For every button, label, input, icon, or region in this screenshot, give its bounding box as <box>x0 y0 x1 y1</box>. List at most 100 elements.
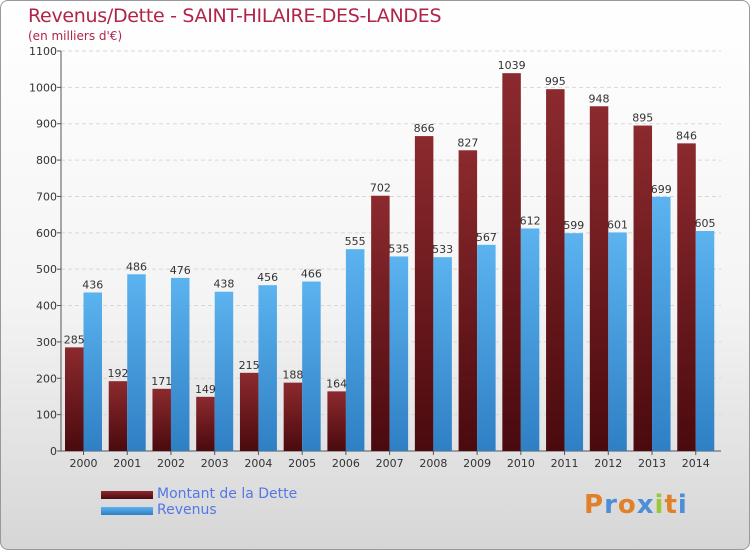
data-label-revenus: 612 <box>520 214 541 227</box>
data-label-revenus: 601 <box>607 218 628 231</box>
data-label-dette: 192 <box>107 367 128 380</box>
bar-revenus <box>214 291 234 451</box>
bar-revenus <box>389 256 409 451</box>
bar-revenus <box>83 292 102 451</box>
bars <box>65 73 715 452</box>
x-tick-label: 2009 <box>463 457 491 470</box>
data-label-dette: 995 <box>545 75 566 88</box>
bar-dette <box>327 391 346 451</box>
y-tick-label: 0 <box>50 445 57 458</box>
bar-revenus <box>345 249 365 451</box>
proxiti-logo: Proxiti <box>584 490 688 520</box>
legend-label-revenus: Revenus <box>157 502 217 518</box>
x-tick-label: 2013 <box>638 457 666 470</box>
bar-dette <box>283 382 303 451</box>
y-tick-label: 800 <box>36 154 57 167</box>
bar-dette <box>633 125 653 451</box>
bar-dette <box>108 381 128 451</box>
x-tick-label: 2012 <box>594 457 622 470</box>
x-tick-label: 2003 <box>201 457 229 470</box>
bar-dette <box>589 106 609 451</box>
bar-revenus <box>695 231 715 451</box>
data-label-revenus: 555 <box>345 235 366 248</box>
data-label-revenus: 605 <box>695 217 716 230</box>
axes: 0 100 200 300 400 500 600 700 800 900 1000 1100 2000… <box>29 45 721 470</box>
data-label-revenus: 466 <box>301 268 322 281</box>
data-label-dette: 846 <box>676 129 697 142</box>
chart-title: Revenus/Dette - SAINT-HILAIRE-DES-LANDES <box>28 5 442 27</box>
data-label-revenus: 436 <box>82 278 103 291</box>
bar-dette <box>458 150 478 452</box>
data-label-revenus: 599 <box>563 219 584 232</box>
y-tick-label: 300 <box>36 336 57 349</box>
data-label-dette: 164 <box>326 377 347 390</box>
data-label-revenus: 567 <box>476 231 497 244</box>
data-label-revenus: 533 <box>432 243 453 256</box>
bar-revenus <box>127 274 146 451</box>
data-label-revenus: 438 <box>213 278 234 291</box>
x-tick-label: 2004 <box>244 457 272 470</box>
bar-revenus <box>170 277 190 451</box>
x-tick-label: 2002 <box>157 457 185 470</box>
bar-revenus <box>564 233 584 451</box>
x-tick-label: 2000 <box>70 457 98 470</box>
data-label-dette: 895 <box>632 112 653 125</box>
bar-revenus <box>608 232 627 451</box>
logo-letter: t <box>664 490 678 520</box>
legend-label-debt: Montant de la Dette <box>157 486 298 502</box>
data-label-dette: 866 <box>414 122 435 135</box>
data-label-dette: 188 <box>282 369 303 382</box>
x-tick-label: 2014 <box>682 457 710 470</box>
bar-dette <box>239 372 259 451</box>
data-label-revenus: 699 <box>651 183 672 196</box>
bar-revenus <box>520 228 540 451</box>
data-label-dette: 149 <box>195 383 216 396</box>
data-label-dette: 702 <box>370 182 391 195</box>
y-tick-label: 500 <box>36 263 57 276</box>
bar-revenus <box>652 196 671 451</box>
legend-swatch-debt <box>101 491 153 499</box>
data-label-dette: 215 <box>239 359 260 372</box>
y-tick-label: 200 <box>36 372 57 385</box>
bar-revenus <box>302 281 321 451</box>
data-label-dette: 285 <box>64 333 85 346</box>
data-label-dette: 171 <box>151 375 172 388</box>
bar-dette <box>196 396 215 451</box>
y-tick-label: 100 <box>36 409 57 422</box>
bar-dette <box>546 89 565 451</box>
logo-letter: r <box>604 490 618 520</box>
logo-letter: P <box>584 490 605 520</box>
data-label-revenus: 476 <box>170 264 191 277</box>
y-tick-label: 400 <box>36 300 57 313</box>
legend-swatch-revenus <box>101 507 153 515</box>
y-tick-label: 1100 <box>29 45 57 58</box>
y-tick-label: 900 <box>36 118 57 131</box>
x-tick-label: 2005 <box>288 457 316 470</box>
bar-dette <box>414 136 434 451</box>
data-label-dette: 1039 <box>498 59 526 72</box>
y-tick-label: 600 <box>36 227 57 240</box>
logo-letter: o <box>617 490 637 520</box>
x-tick-label: 2010 <box>507 457 535 470</box>
y-tick-label: 1000 <box>29 81 57 94</box>
data-label-revenus: 486 <box>126 260 147 273</box>
x-tick-label: 2007 <box>376 457 404 470</box>
data-label-dette: 827 <box>457 136 478 149</box>
data-label-revenus: 535 <box>388 242 409 255</box>
bar-dette <box>371 195 390 451</box>
logo-letter: x <box>636 490 655 520</box>
x-tick-label: 2006 <box>332 457 360 470</box>
data-label-revenus: 456 <box>257 271 278 284</box>
bar-dette <box>65 347 84 451</box>
bar-revenus <box>477 244 496 451</box>
bar-revenus <box>433 257 452 451</box>
logo-letter: i <box>677 490 688 520</box>
x-tick-label: 2011 <box>551 457 579 470</box>
bar-dette <box>152 388 171 451</box>
bar-dette <box>677 143 696 451</box>
chart-subtitle: (en milliers d'€) <box>28 29 123 43</box>
bar-dette <box>502 73 521 451</box>
x-tick-label: 2001 <box>113 457 141 470</box>
